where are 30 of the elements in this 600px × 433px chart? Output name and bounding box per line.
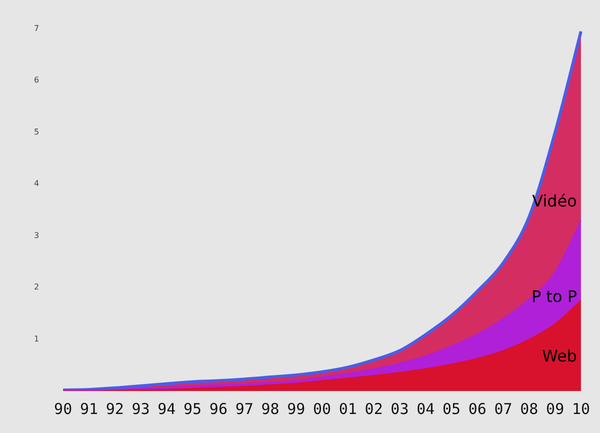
x-tick-label: 98 xyxy=(261,400,280,418)
y-tick-label: 2 xyxy=(34,282,40,292)
x-tick-label: 10 xyxy=(572,400,590,418)
x-tick-label: 05 xyxy=(442,400,461,418)
series-label: Web xyxy=(542,346,577,366)
y-tick-label: 5 xyxy=(34,127,40,136)
x-tick-label: 90 xyxy=(54,400,72,418)
x-tick-label: 96 xyxy=(209,400,228,418)
series-label: P to P xyxy=(531,287,578,306)
x-tick-label: 95 xyxy=(184,400,202,418)
y-tick-label: 6 xyxy=(34,76,40,85)
x-tick-label: 07 xyxy=(494,400,512,418)
x-tick-label: 08 xyxy=(520,400,538,418)
y-tick-label: 4 xyxy=(34,179,40,188)
x-tick-label: 97 xyxy=(235,400,254,418)
x-tick-label: 00 xyxy=(313,400,332,418)
x-tick-label: 99 xyxy=(287,400,306,418)
x-tick-label: 94 xyxy=(158,400,176,418)
x-tick-label: 02 xyxy=(364,400,383,418)
y-tick-label: 3 xyxy=(34,230,40,240)
x-tick-label: 01 xyxy=(338,400,357,418)
x-tick-label: 92 xyxy=(106,400,124,418)
y-tick-label: 1 xyxy=(34,334,40,344)
x-tick-label: 03 xyxy=(390,400,409,418)
x-tick-label: 93 xyxy=(132,400,150,418)
x-tick-label: 09 xyxy=(546,400,564,418)
x-tick-label: 91 xyxy=(80,400,98,418)
y-tick-label: 7 xyxy=(34,24,40,33)
x-tick-label: 04 xyxy=(416,400,435,418)
x-tick-label: 06 xyxy=(468,400,486,418)
